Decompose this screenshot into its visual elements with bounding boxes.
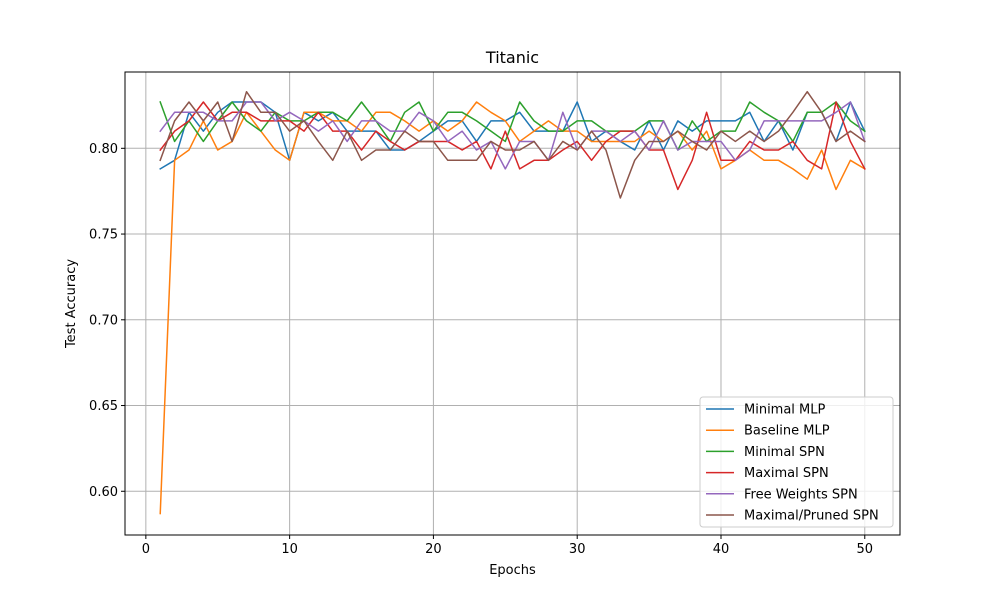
legend: Minimal MLP Baseline MLP Minimal SPN Maxima… [699,396,894,528]
series-line-maximal-spn [159,101,866,191]
y-tick-label: 0.60 [89,485,118,500]
series-line-maximal-pruned-spn [159,90,866,199]
x-tick-label: 50 [856,542,873,557]
legend-entry-minimal-mlp: Minimal MLP [744,403,826,418]
x-tick-label: 30 [569,542,586,557]
chart-title: Titanic [485,48,539,67]
legend-entry-maximal-spn: Maximal SPN [744,466,829,481]
x-tick-label: 0 [142,542,150,557]
y-axis-label: Test Accuracy [64,259,79,349]
legend-box [699,396,894,528]
x-tick-label: 20 [425,542,442,557]
x-axis-ticks: 0 10 20 30 40 50 [142,535,873,557]
y-axis-ticks: 0.60 0.65 0.70 0.75 0.80 [89,142,125,500]
legend-entry-maximal-pruned-spn: Maximal/Pruned SPN [744,509,879,524]
y-tick-label: 0.70 [89,313,118,328]
series-line-free-weights-spn [159,101,866,170]
x-tick-label: 10 [281,542,298,557]
x-tick-label: 40 [713,542,730,557]
plot-area-frame [124,71,901,536]
legend-entry-minimal-spn: Minimal SPN [744,445,825,460]
legend-entry-free-weights-spn: Free Weights SPN [744,487,858,502]
y-tick-label: 0.65 [89,399,118,414]
x-axis-label: Epochs [489,563,536,578]
y-tick-label: 0.75 [89,228,118,243]
y-tick-label: 0.80 [89,142,118,157]
legend-entry-baseline-mlp: Baseline MLP [744,424,830,439]
series-line-minimal-spn [159,101,866,151]
series-lines [159,90,866,515]
